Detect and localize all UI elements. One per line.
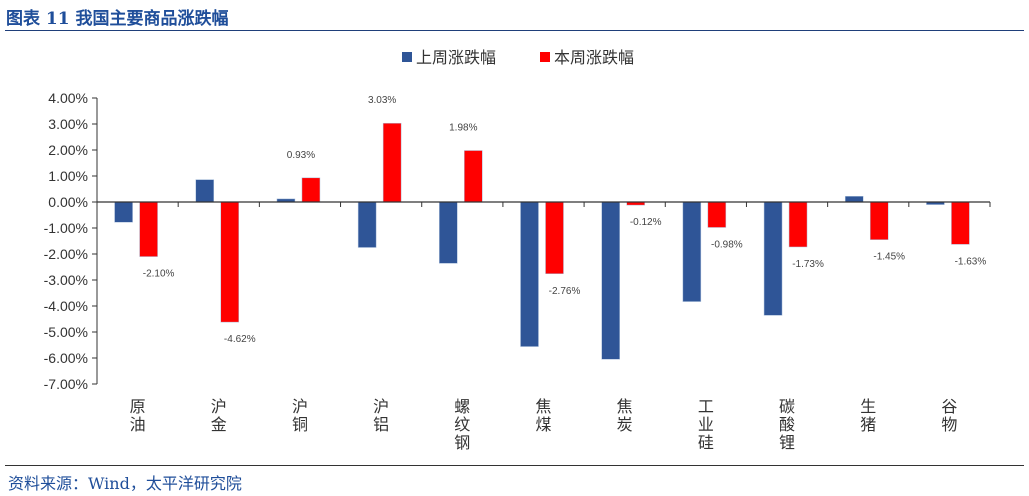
y-tick-label: 0.00% — [48, 194, 88, 210]
category-label-char: 沪 — [211, 397, 227, 416]
legend-label: 上周涨跌幅 — [416, 48, 496, 67]
data-label: -2.76% — [549, 286, 581, 297]
category-label-char: 谷 — [941, 397, 957, 416]
category-label-char: 物 — [941, 415, 957, 434]
bar-last-week — [357, 201, 377, 248]
category-label-char: 炭 — [617, 415, 633, 434]
data-label: 3.03% — [368, 95, 396, 106]
category-label-char: 工 — [698, 397, 714, 416]
bar-this-week — [545, 201, 564, 275]
data-label: -0.12% — [630, 217, 662, 228]
bar-last-week — [439, 201, 458, 264]
bar-last-week — [682, 201, 702, 302]
legend-swatch — [540, 52, 550, 62]
category-label-char: 油 — [130, 415, 146, 434]
data-label: -2.10% — [143, 269, 175, 280]
y-tick-label: -6.00% — [44, 350, 88, 366]
bar-this-week — [464, 150, 483, 203]
category-label-char: 焦 — [617, 397, 633, 416]
bar-this-week — [139, 201, 158, 257]
category-label-char: 钢 — [454, 433, 470, 452]
data-label: 0.93% — [287, 150, 315, 161]
source-divider — [5, 465, 1024, 466]
category-label-char: 锂 — [779, 433, 795, 452]
bar-this-week — [869, 201, 889, 240]
bar-this-week — [788, 201, 808, 248]
data-label: -1.45% — [873, 252, 905, 263]
source-note: 资料来源：Wind，太平洋研究院 — [8, 474, 242, 493]
bar-last-week — [195, 179, 215, 203]
bar-last-week — [601, 201, 620, 360]
y-tick-label: 1.00% — [48, 168, 88, 184]
category-label-char: 生 — [860, 397, 876, 416]
bar-this-week — [382, 122, 402, 203]
data-label: -1.73% — [792, 259, 824, 270]
y-tick-label: 4.00% — [48, 90, 88, 106]
y-tick-label: -7.00% — [44, 376, 88, 392]
category-label-char: 原 — [130, 397, 146, 416]
category-label-char: 金 — [211, 415, 227, 434]
category-label-char: 硅 — [698, 433, 714, 452]
legend-label: 本周涨跌幅 — [554, 48, 634, 67]
y-tick-label: -3.00% — [44, 272, 88, 288]
bar-last-week — [114, 201, 133, 223]
bar-last-week — [763, 201, 783, 316]
y-tick-label: -1.00% — [44, 220, 88, 236]
y-tick-label: -4.00% — [44, 298, 88, 314]
category-label-char: 煤 — [535, 415, 551, 434]
title-divider — [5, 30, 1024, 31]
category-label-char: 沪 — [373, 397, 389, 416]
category-label-char: 螺 — [454, 397, 470, 416]
bar-last-week — [844, 196, 864, 203]
category-label-char: 铝 — [373, 415, 389, 434]
data-label: -0.98% — [711, 239, 743, 250]
y-tick-label: 3.00% — [48, 116, 88, 132]
bar-this-week — [951, 201, 970, 245]
category-label-char: 焦 — [535, 397, 551, 416]
category-label-char: 铜 — [292, 415, 308, 434]
bar-last-week — [520, 201, 539, 347]
figure-title: 图表 11 我国主要商品涨跌幅 — [6, 9, 229, 29]
category-label-char: 纹 — [454, 415, 470, 434]
bar-this-week — [707, 201, 727, 228]
y-tick-label: 2.00% — [48, 142, 88, 158]
category-label-char: 猪 — [860, 415, 876, 434]
y-tick-label: -5.00% — [44, 324, 88, 340]
legend-swatch — [402, 52, 412, 62]
category-label-char: 沪 — [292, 397, 308, 416]
data-label: -1.63% — [955, 256, 987, 267]
y-tick-label: -2.00% — [44, 246, 88, 262]
category-label-char: 碳 — [779, 397, 795, 416]
bar-this-week — [220, 201, 240, 323]
category-label-char: 业 — [698, 415, 714, 434]
data-label: 1.98% — [449, 123, 477, 134]
category-label-char: 酸 — [779, 415, 795, 434]
bar-this-week — [301, 177, 321, 203]
data-label: -4.62% — [224, 334, 256, 345]
